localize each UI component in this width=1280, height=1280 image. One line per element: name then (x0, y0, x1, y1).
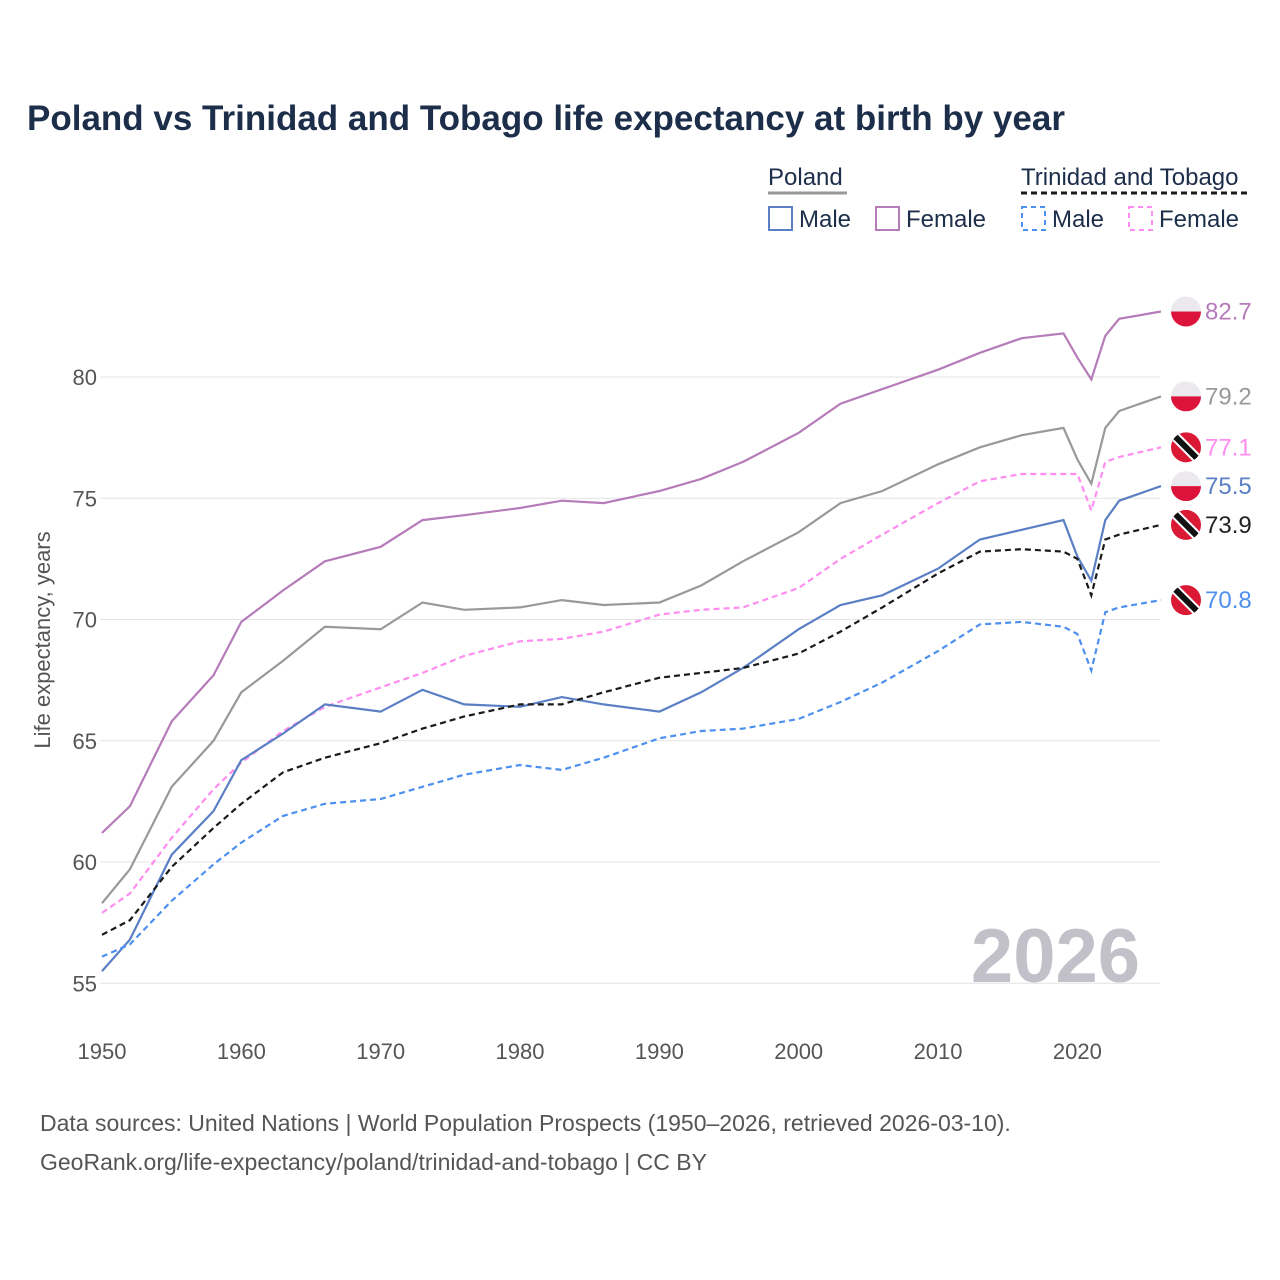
end-value-label: 77.1 (1205, 434, 1252, 461)
legend-swatch-tt-male (1021, 206, 1046, 231)
x-tick-label: 1960 (217, 1039, 266, 1064)
year-watermark: 2026 (971, 914, 1140, 999)
trinidad-tobago-flag-icon (1171, 585, 1201, 616)
x-tick-label: 1980 (496, 1039, 545, 1064)
y-tick-label: 55 (73, 971, 97, 996)
series-line-poland-total (101, 395, 1162, 904)
legend-item-tt-female: Female (1159, 206, 1239, 233)
end-value-label: 70.8 (1205, 587, 1252, 614)
end-value-label: 75.5 (1205, 473, 1252, 500)
y-axis-label: Life expectancy, years (30, 531, 55, 748)
series-line-trinidad-and-tobago-total (101, 523, 1162, 936)
y-tick-label: 75 (73, 486, 97, 511)
trinidad-tobago-flag-icon (1171, 432, 1201, 463)
legend-group-poland: Poland (768, 164, 843, 191)
legend-swatch-poland-male (768, 206, 793, 231)
legend-swatch-tt-female (1128, 206, 1153, 231)
source-line-1: Data sources: United Nations | World Pop… (40, 1110, 1011, 1136)
source-line-2: GeoRank.org/life-expectancy/poland/trini… (40, 1149, 707, 1175)
legend-item-poland-female: Female (906, 206, 986, 233)
series-line-poland-female (101, 310, 1162, 834)
trinidad-tobago-flag-icon (1171, 509, 1201, 540)
chart-title: Poland vs Trinidad and Tobago life expec… (27, 99, 1065, 138)
legend-group-tt: Trinidad and Tobago (1021, 164, 1239, 191)
series-line-trinidad-and-tobago-female (101, 446, 1162, 914)
poland-flag-icon (1171, 471, 1201, 502)
series-line-poland-male (101, 485, 1162, 972)
x-tick-label: 1990 (635, 1039, 684, 1064)
poland-flag-icon (1171, 296, 1201, 327)
x-tick-label: 1970 (356, 1039, 405, 1064)
series-line-trinidad-and-tobago-male (101, 599, 1162, 958)
y-tick-label: 60 (73, 850, 97, 875)
legend-swatch-poland-female (875, 206, 900, 231)
y-tick-label: 70 (73, 608, 97, 633)
poland-flag-icon (1171, 381, 1201, 412)
x-tick-label: 2010 (914, 1039, 963, 1064)
legend-item-tt-male: Male (1052, 206, 1104, 233)
end-value-label: 79.2 (1205, 383, 1252, 410)
end-value-label: 82.7 (1205, 299, 1252, 326)
x-tick-label: 2000 (774, 1039, 823, 1064)
y-tick-label: 65 (73, 729, 97, 754)
legend-item-poland-male: Male (799, 206, 851, 233)
legend: Poland Male Female Trinidad and Tobago M… (768, 164, 1250, 233)
x-tick-label: 2020 (1053, 1039, 1102, 1064)
y-tick-label: 80 (73, 365, 97, 390)
x-tick-label: 1950 (78, 1039, 127, 1064)
end-value-label: 73.9 (1205, 512, 1252, 539)
